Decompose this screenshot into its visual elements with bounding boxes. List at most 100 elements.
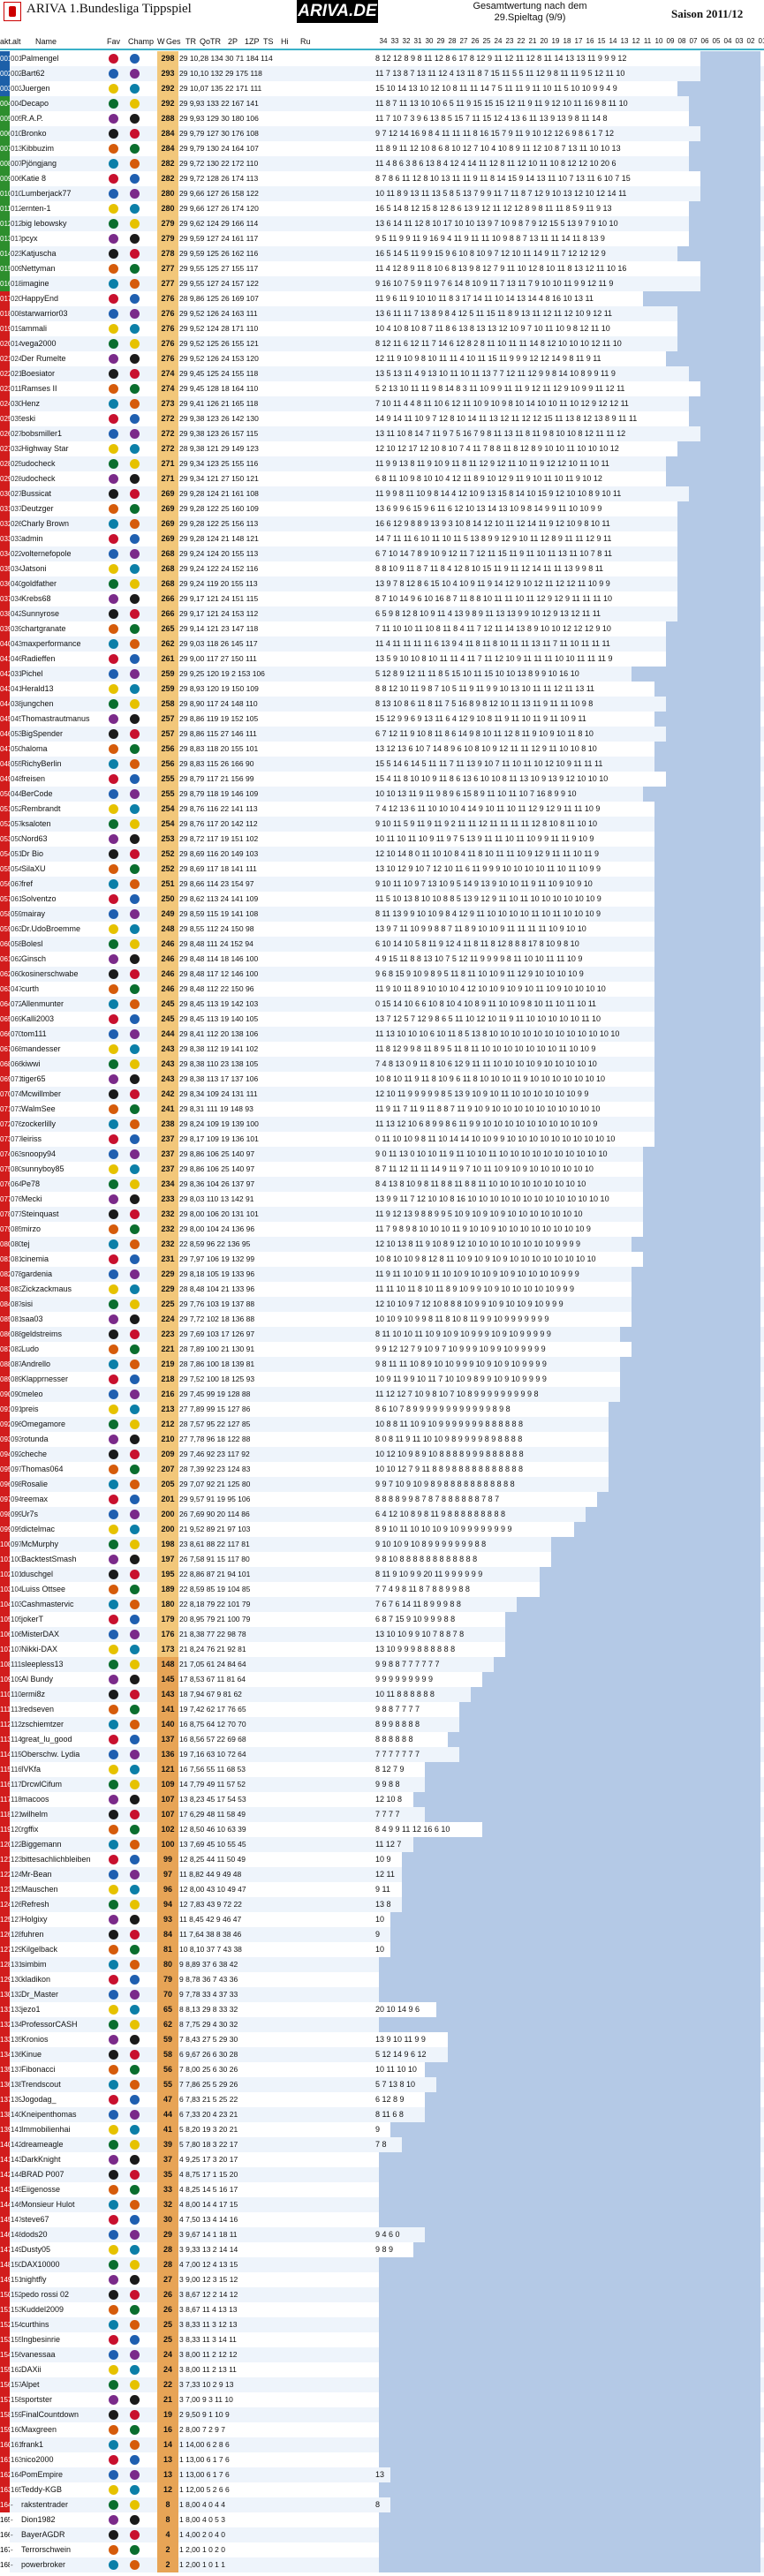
player-name[interactable]: sunnyboy85	[21, 1164, 64, 1173]
table-row[interactable]: 108111sleepless1314821 7,05 61 24 84 649…	[0, 1657, 764, 1672]
table-row[interactable]: 042031Pichel25929 9,25 120 19 2 153 1065…	[0, 667, 764, 682]
table-row[interactable]: 066070tom11124429 8,41 112 20 138 10611 …	[0, 1027, 764, 1042]
table-row[interactable]: 065069Kalli200324529 8,45 113 19 140 105…	[0, 1012, 764, 1027]
table-row[interactable]: 143145Eiigenosse334 8,25 14 5 16 17	[0, 2182, 764, 2197]
table-row[interactable]: 154156vanessaa243 8,00 11 2 12 12	[0, 2347, 764, 2362]
table-row[interactable]: 017020HappyEnd27628 9,86 125 26 169 1071…	[0, 291, 764, 306]
player-name[interactable]: DAXii	[21, 2365, 42, 2374]
player-name[interactable]: Terrorschwein	[21, 2545, 72, 2554]
table-row[interactable]: 139141Immobilienhai415 8,20 19 3 20 219	[0, 2122, 764, 2137]
table-row[interactable]: 067068mandesser24329 8,38 112 19 141 102…	[0, 1042, 764, 1057]
player-name[interactable]: Krebs68	[21, 594, 51, 603]
player-name[interactable]: macoos	[21, 1795, 49, 1804]
player-name[interactable]: goldfather	[21, 579, 57, 588]
table-row[interactable]: 162164PomEmpire131 13,00 6 1 7 613	[0, 2467, 764, 2482]
player-name[interactable]: wilhelm	[21, 1810, 49, 1819]
player-name[interactable]: Biggemann	[21, 1840, 62, 1849]
player-name[interactable]: fref	[21, 879, 34, 888]
player-name[interactable]: zockerlilly	[21, 1119, 57, 1128]
table-row[interactable]: 091091preis21327 7,89 99 15 127 868 6 10…	[0, 1402, 764, 1417]
player-name[interactable]: curth	[21, 984, 40, 993]
player-name[interactable]: dods20	[21, 2230, 48, 2239]
player-name[interactable]: ammali	[21, 324, 48, 333]
table-row[interactable]: 060058Bolesl24629 8,48 111 24 152 946 10…	[0, 937, 764, 952]
player-name[interactable]: mairay	[21, 909, 46, 918]
table-row[interactable]: 141143DarkKnight374 9,25 17 3 20 17	[0, 2152, 764, 2167]
player-name[interactable]: mandesser	[21, 1044, 61, 1053]
player-name[interactable]: pcyx	[21, 234, 38, 243]
table-row[interactable]: 101100BacktestSmash19726 7,58 91 15 117 …	[0, 1552, 764, 1567]
table-row[interactable]: 069071tiger6524329 8,38 113 17 137 10610…	[0, 1072, 764, 1087]
player-name[interactable]: udocheck	[21, 474, 56, 483]
player-name[interactable]: Ur7s	[21, 1510, 39, 1518]
table-row[interactable]: 104103Cashmastervic18022 8,18 79 22 101 …	[0, 1597, 764, 1612]
player-name[interactable]: Katie 8	[21, 174, 47, 183]
table-row[interactable]: 071073WalmSee24129 8,31 111 19 148 9311 …	[0, 1102, 764, 1117]
table-row[interactable]: 081081cinemia23129 7,97 106 19 132 9910 …	[0, 1252, 764, 1267]
table-row[interactable]: 149151nightfly273 9,00 12 3 15 12	[0, 2272, 764, 2287]
player-name[interactable]: zschiemtzer	[21, 1720, 64, 1729]
player-name[interactable]: Fibonacci	[21, 2065, 56, 2074]
player-name[interactable]: Alpet	[21, 2380, 40, 2389]
table-row[interactable]: 098099Ur7s20026 7,69 90 20 114 866 4 12 …	[0, 1507, 764, 1522]
player-name[interactable]: nightfly	[21, 2275, 47, 2284]
player-name[interactable]: tom111	[21, 1029, 47, 1038]
table-row[interactable]: 111 113 redseven 141 19 7,42 62 17 76 65 9 8 …	[0, 1702, 764, 1717]
player-name[interactable]: ProfessorCASH	[21, 2020, 78, 2029]
player-name[interactable]: tiger65	[21, 1074, 46, 1083]
player-name[interactable]: WalmSee	[21, 1104, 56, 1113]
player-name[interactable]: Kilgelback	[21, 1945, 58, 1954]
player-name[interactable]: Steinquast	[21, 1209, 59, 1218]
table-row[interactable]: 072076zockerlilly23829 8,24 109 19 139 1…	[0, 1117, 764, 1132]
table-row[interactable]: 073077leiriss23729 8,17 109 19 136 1010 …	[0, 1132, 764, 1147]
table-row[interactable]: 112 112 zschiemtzer 140 16 8,75 64 12 70 70 8…	[0, 1717, 764, 1732]
player-name[interactable]: Nettyman	[21, 264, 56, 273]
player-name[interactable]: Dion1982	[21, 2515, 56, 2524]
player-name[interactable]: Katjuscha	[21, 249, 57, 258]
player-name[interactable]: powerbroker	[21, 2560, 66, 2569]
table-row[interactable]: 039039chartgranate26529 9,14 121 23 147 …	[0, 621, 764, 636]
player-name[interactable]: Charly Brown	[21, 519, 70, 528]
table-row[interactable]: 026027bobsmiller127229 9,38 123 26 157 1…	[0, 426, 764, 441]
table-row[interactable]: 002002Bart6229329 10,10 132 29 175 11811…	[0, 66, 764, 81]
table-row[interactable]: 007013Kibbuzim28429 9,79 130 24 164 1071…	[0, 141, 764, 156]
player-name[interactable]: Zickzackmaus	[21, 1284, 72, 1293]
table-row[interactable]: 057061Solventzo25029 8,62 113 24 141 109…	[0, 892, 764, 907]
player-name[interactable]: Deutzger	[21, 504, 54, 513]
table-row[interactable]: 100097McMurphy19823 8,61 88 22 117 819 1…	[0, 1537, 764, 1552]
player-name[interactable]: SilaXU	[21, 864, 46, 873]
player-name[interactable]: Herald13	[21, 684, 54, 693]
player-name[interactable]: Monsieur Hulot	[21, 2200, 75, 2209]
player-name[interactable]: RichyBerlin	[21, 759, 62, 768]
player-name[interactable]: Jogodag_	[21, 2095, 57, 2104]
player-name[interactable]: frank1	[21, 2440, 44, 2449]
table-row[interactable]: 037034Krebs6826629 9,17 121 24 151 1158 …	[0, 591, 764, 606]
player-name[interactable]: Luiss Ottsee	[21, 1585, 66, 1593]
table-row[interactable]: 018008starwarrior0327629 9,52 126 24 163…	[0, 306, 764, 321]
player-name[interactable]: DarkKnight	[21, 2155, 61, 2164]
player-name[interactable]: Mecki	[21, 1194, 42, 1203]
table-row[interactable]: 106106MisterDAX17621 8,38 77 22 98 7813 …	[0, 1627, 764, 1642]
player-name[interactable]: Bussicat	[21, 489, 52, 498]
player-name[interactable]: starwarrior03	[21, 309, 68, 318]
table-row[interactable]: 030027Bussicat26929 9,28 124 21 161 1081…	[0, 486, 764, 501]
player-name[interactable]: Palmengel	[21, 54, 59, 63]
table-row[interactable]: 087082Ludo22128 7,89 100 21 130 919 9 12…	[0, 1342, 764, 1357]
